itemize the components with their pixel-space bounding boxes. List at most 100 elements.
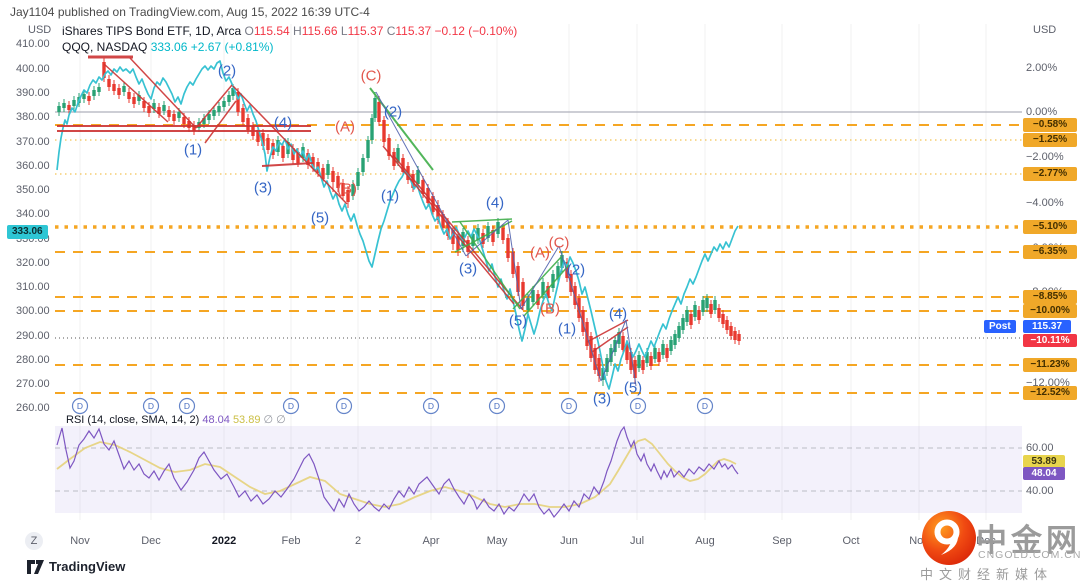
time-axis-label[interactable]: 2022 [211,535,237,547]
level-price-badge: −1.25% [1023,133,1077,147]
red-trendline [129,57,197,129]
red-trendline [232,85,348,205]
navy-trendline [465,219,509,257]
elliott-wave-label: (C) [548,234,570,252]
elliott-wave-label: (5) [623,379,643,397]
time-axis-label[interactable]: Jun [560,535,578,547]
elliott-wave-label: (C) [360,67,382,85]
dividend-marker-letter: D [341,401,347,411]
left-axis-tick[interactable]: 350.00 [16,184,50,196]
ohlc-open-value: 115.54 [253,24,290,38]
dividend-marker-letter: D [702,401,708,411]
rsi-value-badge: 48.04 [1023,467,1065,480]
right-axis-tick[interactable]: −4.00% [1026,197,1064,209]
time-axis-label[interactable]: Oct [842,535,860,547]
time-axis-label[interactable]: Feb [281,535,301,547]
level-price-badge: −8.85% [1023,290,1077,304]
green-trendline [451,218,513,223]
red-trendline [103,63,169,123]
elliott-wave-label: (3) [253,179,273,197]
dividend-marker-letter: D [184,401,190,411]
red-trendline [392,154,524,311]
elliott-wave-label: (3) [592,390,612,408]
elliott-wave-label: (A) [335,118,355,136]
zoom-reset-button[interactable]: Z [25,532,43,550]
navy-trendline [507,219,522,310]
left-axis-tick[interactable]: 260.00 [16,402,50,414]
left-axis-tick[interactable]: 320.00 [16,257,50,269]
left-axis-tick[interactable]: 340.00 [16,208,50,220]
right-axis-tick[interactable]: 0.00% [1026,106,1058,118]
qqq-price-badge: 333.06 [7,225,48,239]
left-axis-tick[interactable]: 400.00 [16,63,50,75]
tradingview-brand[interactable]: TradingView [27,559,125,574]
time-axis-label[interactable]: Sep [772,535,792,547]
time-axis-label[interactable]: May [486,535,508,547]
level-price-badge: −5.10% [1023,220,1077,234]
time-axis-label[interactable]: Dec [976,535,996,547]
left-axis-tick[interactable]: 280.00 [16,354,50,366]
legend-row-tips[interactable]: iShares TIPS Bond ETF, 1D, Arca O115.54 … [62,24,517,38]
tips-symbol-name[interactable]: iShares TIPS Bond ETF, 1D, Arca [62,24,242,38]
watermark-title: 中金网 [976,523,1080,558]
elliott-wave-label: (2) [566,261,586,279]
dividend-marker [560,397,578,415]
dividend-marker-letter: D [148,401,154,411]
post-market-badge: Post [984,320,1016,333]
left-axis-tick[interactable]: 370.00 [16,136,50,148]
rsi-title-text[interactable]: RSI (14, close, SMA, 14, 2) [66,414,200,426]
change-percent-badge: −10.11% [1023,334,1077,347]
qqq-value: 333.06 [150,40,188,54]
rsi-axis-tick[interactable]: 40.00 [1026,485,1054,497]
elliott-wave-label: (2) [217,62,237,80]
last-price-badge: 115.37 [1023,320,1071,333]
rsi-line [56,425,739,519]
dividend-marker-letter: D [77,401,83,411]
left-axis-currency: USD [28,24,52,36]
green-trendline [523,264,570,317]
legend-row-qqq[interactable]: QQQ, NASDAQ 333.06 +2.67 (+0.81%) [62,40,273,54]
left-axis-tick[interactable]: 300.00 [16,305,50,317]
left-axis-tick[interactable]: 310.00 [16,281,50,293]
navy-trendline [558,245,602,382]
dividend-marker-letter: D [428,401,434,411]
left-axis-tick[interactable]: 380.00 [16,111,50,123]
watermark-domain: CNGOLD.COM.CN [978,549,1080,561]
level-price-badge: −2.77% [1023,167,1077,181]
left-axis-tick[interactable]: 390.00 [16,87,50,99]
time-axis-label[interactable]: Jul [629,535,645,547]
green-trendline [512,254,564,310]
right-axis-tick[interactable]: −2.00% [1026,151,1064,163]
time-axis-label[interactable]: Apr [422,535,440,547]
left-axis-tick[interactable]: 410.00 [16,38,50,50]
red-trendline [586,319,629,343]
tradingview-logo-icon [27,559,44,574]
elliott-wave-label: (1) [557,320,577,338]
left-axis-tick[interactable]: 290.00 [16,330,50,342]
left-axis-tick[interactable]: 360.00 [16,160,50,172]
time-axis-label[interactable]: 2 [354,535,362,547]
elliott-wave-label: (5) [508,312,528,330]
time-axis-label[interactable]: Dec [141,535,161,547]
rsi-axis-tick[interactable]: 60.00 [1026,442,1054,454]
right-axis-tick[interactable]: 2.00% [1026,62,1058,74]
navy-trendline [625,319,637,387]
elliott-wave-label: (5) [310,209,330,227]
time-axis-label[interactable]: Nov [70,535,90,547]
rsi-value-badge: 53.89 [1023,455,1065,468]
elliott-wave-label: (1) [183,141,203,159]
dividend-marker [335,397,353,415]
right-axis-currency: USD [1033,24,1057,36]
qqq-symbol-name[interactable]: QQQ, NASDAQ [62,40,148,54]
rsi-indicator-title[interactable]: RSI (14, close, SMA, 14, 2) 48.04 53.89 … [66,413,286,426]
time-axis-label[interactable]: Aug [695,535,715,547]
level-price-badge: −6.35% [1023,245,1077,259]
dividend-marker-letter: D [566,401,572,411]
navy-trendline [600,319,627,382]
left-axis-tick[interactable]: 270.00 [16,378,50,390]
tips-change: −0.12 (−0.10%) [434,24,518,38]
qqq-line [56,60,739,390]
level-price-badge: −0.58% [1023,118,1077,132]
green-trendline [459,221,521,310]
